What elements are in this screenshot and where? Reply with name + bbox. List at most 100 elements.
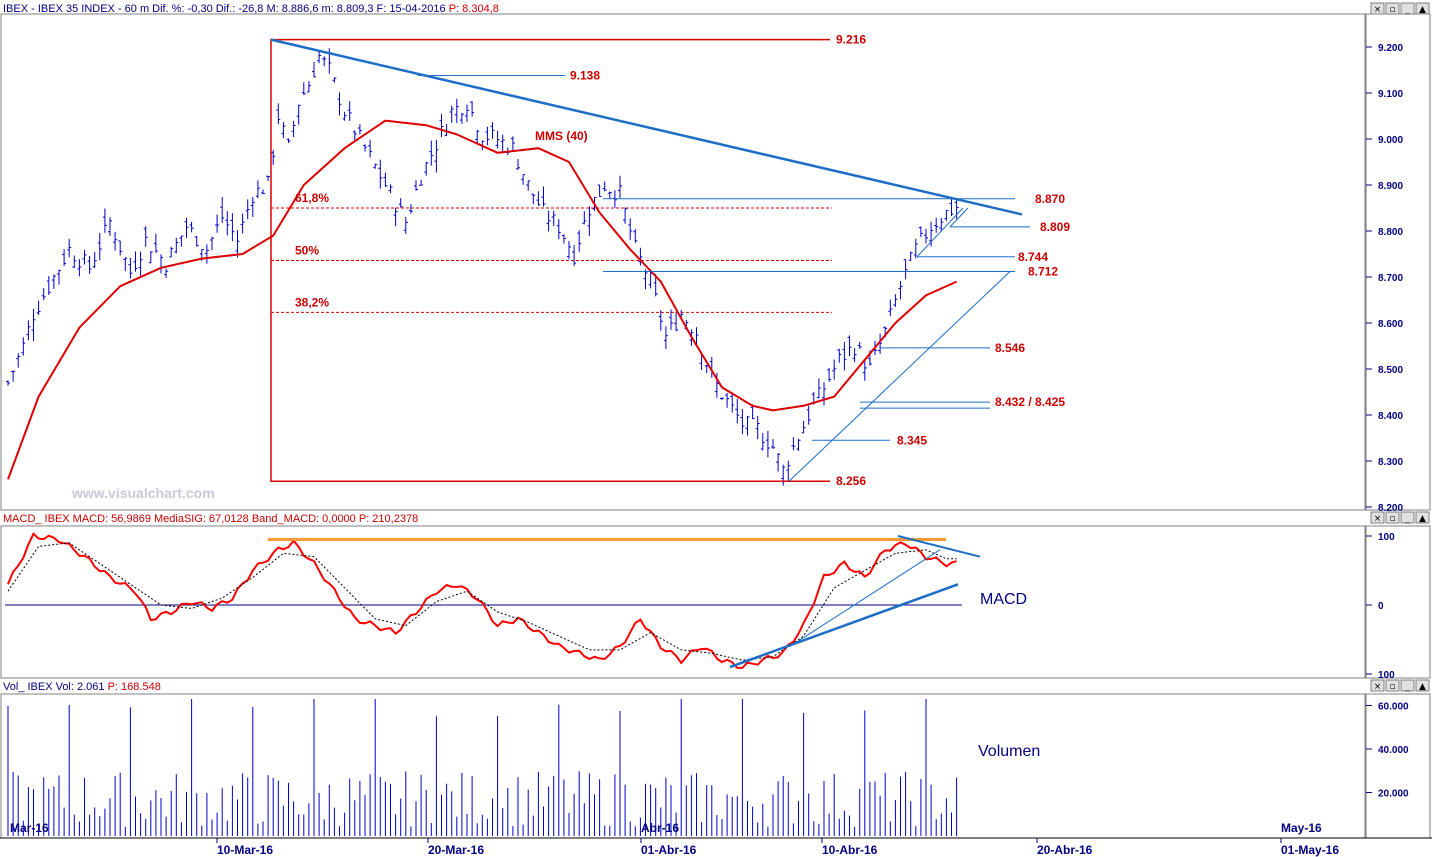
candle: [862, 360, 867, 381]
level-label: 9.138: [570, 69, 600, 83]
candle: [842, 342, 847, 371]
candle: [419, 179, 424, 186]
window-buttons: ▲ ▲ ▲ _ _ _ ▫ ▫ ▫ × × ×: [1370, 2, 1430, 692]
close-button[interactable]: ×: [1370, 679, 1385, 692]
candle: [393, 207, 398, 227]
macd-annotation: MACD: [980, 591, 1027, 608]
candle: [786, 460, 791, 481]
up-button[interactable]: ▲: [1415, 2, 1430, 15]
minimize-button[interactable]: _: [1400, 2, 1415, 15]
close-icon: ×: [1374, 5, 1382, 15]
y-tick-label: 8.600: [1378, 319, 1403, 330]
candle: [16, 353, 21, 368]
y-tick-label: 100: [1378, 532, 1395, 543]
candle: [179, 235, 184, 247]
candle: [546, 210, 551, 232]
minimize-button[interactable]: _: [1400, 511, 1415, 524]
candle: [806, 405, 811, 425]
candle: [837, 348, 842, 363]
candle: [643, 269, 648, 290]
candle: [674, 311, 679, 332]
candle: [857, 342, 862, 349]
minimize-icon: _: [1404, 5, 1410, 15]
candle: [210, 236, 214, 251]
candle: [730, 392, 735, 413]
candle: [77, 259, 82, 277]
volume-panel-p-value: P: 168.548: [108, 681, 161, 693]
y-tick-label: 8.400: [1378, 411, 1403, 422]
candle: [250, 197, 255, 217]
candle: [898, 281, 903, 300]
candle: [597, 184, 602, 197]
price-panel-p-value: P: 8.304,8: [449, 3, 499, 15]
candle: [567, 241, 571, 260]
candle: [954, 199, 959, 219]
restore-button[interactable]: ▫: [1385, 2, 1400, 15]
y-tick-label: 8.800: [1378, 227, 1403, 238]
sma-40-line: [7, 119, 958, 480]
volume-panel: Volumen: [7, 699, 1040, 836]
candle: [878, 333, 883, 354]
candle: [97, 233, 102, 261]
level-label: 8.870: [1035, 192, 1065, 206]
up-button-face: [1415, 679, 1430, 692]
panel-frame: [0, 693, 1366, 839]
candle: [454, 98, 459, 123]
candles: [6, 48, 959, 486]
candle: [255, 180, 260, 199]
candle: [92, 252, 97, 269]
restore-icon: ▫: [1389, 5, 1395, 15]
panel-frames: [0, 13, 1432, 839]
macd-panel-header: MACD_ IBEX MACD: 56,9869 MediaSIG: 67,01…: [3, 513, 418, 525]
candle: [235, 230, 240, 258]
close-button[interactable]: ×: [1370, 511, 1385, 524]
x-tick-label: Abr-16: [641, 821, 679, 835]
restore-button[interactable]: ▫: [1385, 511, 1400, 524]
candle: [143, 226, 148, 247]
up-button[interactable]: ▲: [1415, 511, 1430, 524]
candle: [276, 103, 281, 125]
up-button[interactable]: ▲: [1415, 679, 1430, 692]
candle: [230, 213, 235, 242]
candle: [561, 234, 566, 244]
candle: [6, 380, 10, 386]
candle: [490, 122, 495, 139]
candle: [465, 104, 469, 123]
volume-bars: [7, 699, 958, 836]
candle: [332, 77, 337, 83]
x-tick-label: Mar-16: [10, 821, 49, 835]
x-tick-label: 10-Abr-16: [822, 843, 878, 857]
candle: [551, 210, 556, 227]
candle: [781, 464, 786, 486]
candle: [653, 274, 658, 297]
candle: [26, 320, 31, 341]
candle: [194, 235, 199, 247]
candle: [913, 238, 918, 259]
level-label: 8.744: [1018, 250, 1048, 264]
restore-button[interactable]: ▫: [1385, 679, 1400, 692]
y-tick-label: 8.900: [1378, 181, 1403, 192]
close-button[interactable]: ×: [1370, 2, 1385, 15]
candle: [765, 430, 770, 458]
candle: [31, 308, 36, 342]
y-axis-frame: [1365, 525, 1431, 679]
minimize-button-face: [1400, 2, 1415, 15]
candle: [322, 56, 327, 67]
price-panel: MMS (40) 61,8% 50% 38,2% 9.216 9.138 8.870 8.80…: [6, 33, 1070, 488]
candle: [541, 186, 546, 207]
candle: [776, 452, 781, 472]
candle: [383, 172, 388, 187]
minimize-button[interactable]: _: [1400, 679, 1415, 692]
candle: [852, 348, 857, 363]
candle: [521, 174, 526, 185]
axes: 9.200 9.100 9.000 8.900 8.800 8.700 8.600 8.500…: [10, 43, 1409, 857]
candle: [531, 193, 536, 205]
x-tick-label: 20-Mar-16: [428, 843, 484, 857]
macd-panel: MACD: [5, 532, 1027, 669]
candle: [67, 238, 72, 258]
level-label: 8.432 / 8.425: [995, 395, 1065, 409]
close-button-face: [1370, 511, 1385, 524]
candle: [720, 397, 724, 401]
volume-annotation: Volumen: [978, 743, 1040, 760]
candle: [169, 246, 174, 258]
